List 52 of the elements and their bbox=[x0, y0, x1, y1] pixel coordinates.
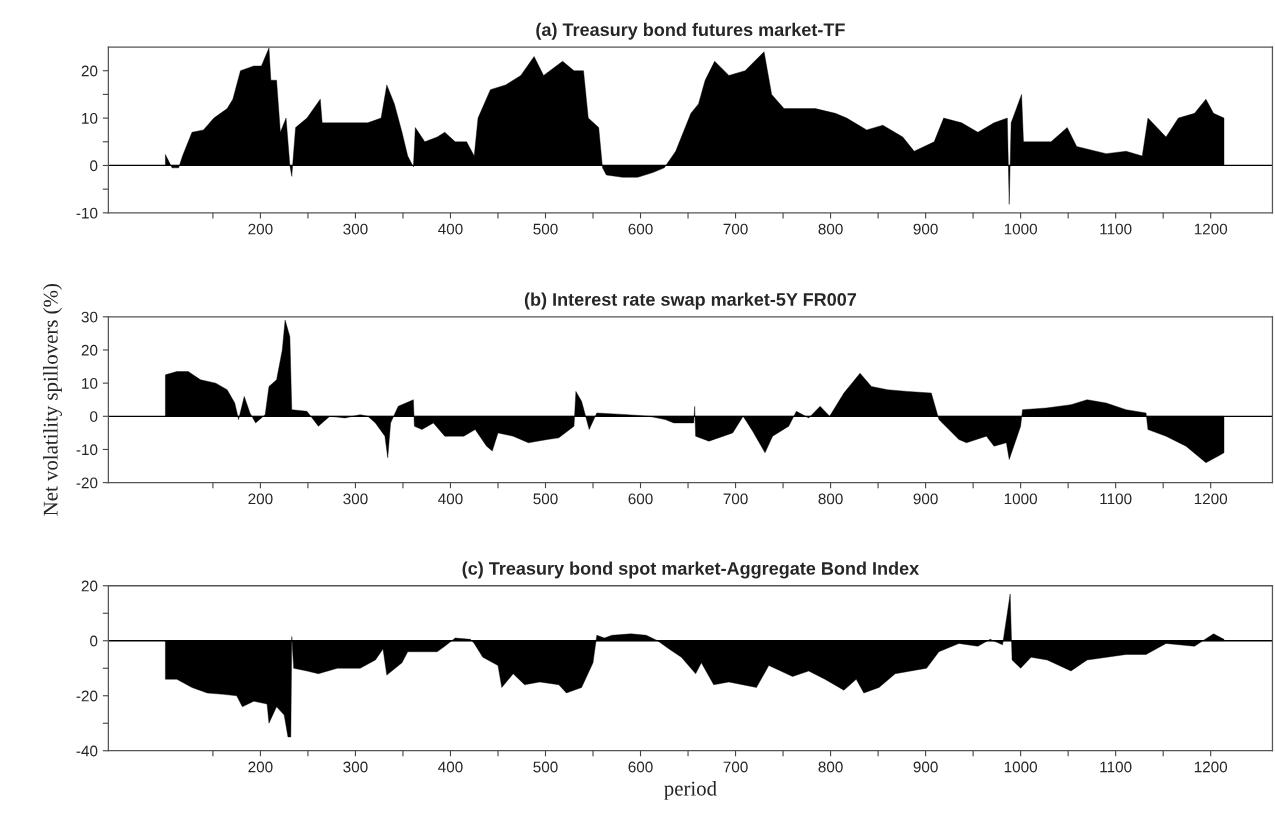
x-tick-label: 900 bbox=[913, 761, 938, 773]
y-tick-label: -20 bbox=[76, 477, 98, 489]
x-tick-label: 600 bbox=[628, 761, 653, 773]
x-tick-label: 200 bbox=[248, 761, 273, 773]
x-tick-label: 800 bbox=[818, 493, 843, 505]
y-tick-label: -10 bbox=[76, 444, 98, 456]
x-tick-label: 1100 bbox=[1100, 761, 1132, 773]
y-tick-label: 0 bbox=[90, 635, 98, 647]
x-tick-label: 300 bbox=[343, 223, 368, 235]
y-axis-title: Net volatility spillovers (%) bbox=[43, 284, 62, 516]
y-tick-label: 30 bbox=[81, 311, 98, 323]
x-tick-label: 800 bbox=[818, 223, 843, 235]
chart-title: (a) Treasury bond futures market-TF bbox=[536, 22, 845, 40]
y-tick-label: 10 bbox=[82, 378, 98, 389]
y-tick-label: -20 bbox=[76, 690, 98, 702]
chart-title: (c) Treasury bond spot market-Aggregate Bond Index bbox=[462, 561, 920, 579]
y-tick-label: 10 bbox=[82, 112, 98, 124]
x-tick-label: 300 bbox=[343, 493, 368, 505]
x-tick-label: 500 bbox=[533, 493, 558, 505]
x-tick-label: 700 bbox=[723, 223, 748, 235]
x-tick-label: 1200 bbox=[1194, 761, 1228, 773]
y-tick-label: 20 bbox=[81, 65, 98, 77]
x-tick-label: 200 bbox=[248, 223, 273, 235]
x-tick-label: 500 bbox=[533, 223, 558, 235]
y-tick-label: 0 bbox=[90, 411, 98, 422]
x-tick-label: 800 bbox=[818, 761, 843, 773]
x-tick-label: 700 bbox=[723, 493, 748, 505]
x-tick-label: 200 bbox=[248, 493, 273, 505]
y-tick-label: 0 bbox=[90, 160, 98, 172]
x-tick-label: 600 bbox=[628, 223, 653, 235]
x-tick-label: 1000 bbox=[1004, 493, 1038, 505]
x-tick-label: 1200 bbox=[1194, 223, 1228, 235]
x-tick-label: 1000 bbox=[1004, 223, 1038, 235]
x-tick-label: 900 bbox=[913, 223, 938, 235]
x-tick-label: 900 bbox=[913, 493, 938, 505]
x-tick-label: 1100 bbox=[1100, 493, 1132, 505]
y-tick-label: 20 bbox=[81, 344, 98, 356]
x-axis-title: period bbox=[664, 780, 717, 800]
x-tick-label: 600 bbox=[628, 493, 653, 505]
y-tick-label: -40 bbox=[76, 745, 98, 757]
x-tick-label: 1000 bbox=[1004, 761, 1038, 773]
x-tick-label: 700 bbox=[723, 761, 748, 773]
x-tick-label: 1100 bbox=[1100, 223, 1132, 235]
x-tick-label: 400 bbox=[438, 223, 463, 235]
y-tick-label: -10 bbox=[76, 207, 98, 219]
x-tick-label: 500 bbox=[533, 761, 558, 773]
x-tick-label: 300 bbox=[343, 761, 368, 773]
x-tick-label: 1200 bbox=[1194, 493, 1228, 505]
chart-title: (b) Interest rate swap market-5Y FR007 bbox=[524, 292, 857, 310]
x-tick-label: 400 bbox=[438, 493, 463, 505]
y-tick-label: 20 bbox=[81, 580, 98, 592]
x-tick-label: 400 bbox=[438, 761, 463, 773]
